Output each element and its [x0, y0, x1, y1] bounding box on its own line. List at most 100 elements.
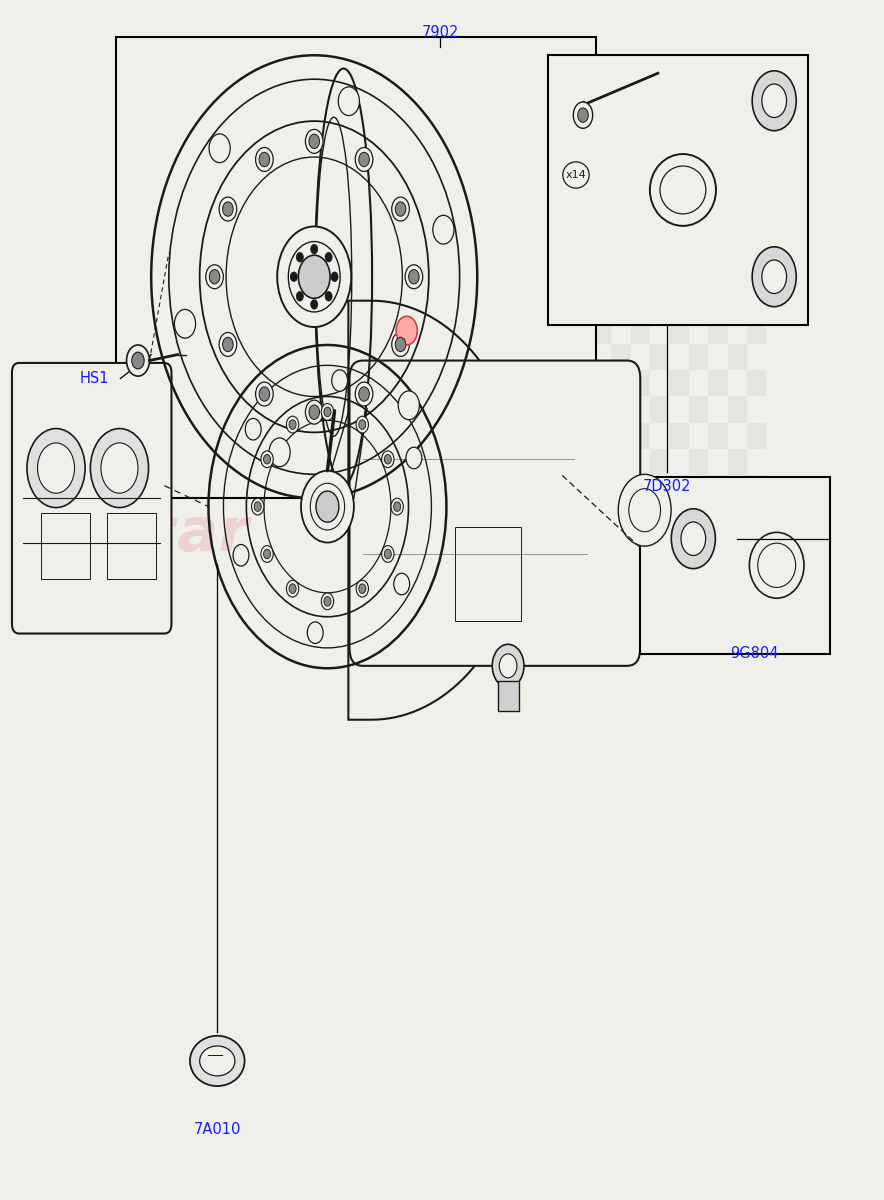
Bar [553, 475, 573, 502]
Bar [747, 449, 766, 475]
Bar [689, 343, 708, 370]
Bar [495, 396, 514, 422]
Bar [495, 449, 514, 475]
Bar [630, 370, 650, 396]
Circle shape [392, 197, 409, 221]
Bar [553, 502, 573, 528]
Circle shape [406, 448, 422, 469]
Circle shape [395, 202, 406, 216]
Circle shape [355, 382, 373, 406]
Circle shape [359, 420, 366, 430]
Circle shape [305, 130, 323, 154]
Circle shape [324, 596, 331, 606]
Bar [728, 502, 747, 528]
Circle shape [252, 498, 264, 515]
Bar [747, 396, 766, 422]
Circle shape [339, 86, 360, 115]
Bar [747, 343, 766, 370]
Text: 7A010: 7A010 [194, 1122, 241, 1136]
Circle shape [578, 108, 588, 122]
Bar [553, 343, 573, 370]
Circle shape [310, 300, 317, 310]
Bar [116, 37, 596, 498]
Bar [669, 475, 689, 502]
Bar [107, 512, 156, 578]
Bar [630, 422, 650, 449]
Circle shape [308, 622, 324, 643]
Circle shape [398, 391, 419, 420]
Circle shape [289, 420, 296, 430]
Text: 7D302: 7D302 [643, 479, 691, 493]
Circle shape [396, 317, 417, 344]
Circle shape [316, 491, 339, 522]
Text: scuderia: scuderia [120, 415, 534, 498]
Bar [455, 527, 522, 620]
Bar [534, 318, 553, 343]
Bar [534, 396, 553, 422]
Bar [611, 475, 630, 502]
Bar [650, 370, 669, 396]
Bar [591, 449, 611, 475]
Circle shape [278, 227, 351, 328]
Bar [553, 318, 573, 343]
Circle shape [223, 202, 233, 216]
Bar [553, 422, 573, 449]
Circle shape [762, 260, 787, 294]
Bar [747, 292, 766, 318]
Circle shape [332, 370, 347, 391]
Bar [591, 370, 611, 396]
Bar [640, 476, 830, 654]
Bar [650, 265, 669, 292]
Circle shape [309, 404, 319, 419]
Circle shape [492, 644, 524, 688]
Text: car: car [141, 505, 249, 564]
Circle shape [259, 152, 270, 167]
Bar [630, 475, 650, 502]
Circle shape [310, 245, 317, 254]
Bar [591, 292, 611, 318]
Circle shape [219, 332, 237, 356]
Circle shape [359, 152, 370, 167]
Bar [553, 449, 573, 475]
Circle shape [499, 654, 517, 678]
Bar [611, 396, 630, 422]
Bar [573, 449, 591, 475]
Bar [573, 292, 591, 318]
Bar [548, 55, 808, 325]
Bar [611, 265, 630, 292]
Bar [591, 502, 611, 528]
Bar [573, 502, 591, 528]
Bar [669, 343, 689, 370]
Bar [573, 318, 591, 343]
Bar [650, 475, 669, 502]
Bar [495, 343, 514, 370]
Bar [747, 475, 766, 502]
Circle shape [174, 310, 195, 338]
Bar [553, 292, 573, 318]
Circle shape [219, 197, 237, 221]
Circle shape [392, 332, 409, 356]
Bar [689, 318, 708, 343]
Circle shape [37, 443, 74, 493]
Bar [591, 265, 611, 292]
Bar [689, 475, 708, 502]
Circle shape [261, 546, 273, 563]
Bar [669, 449, 689, 475]
Bar [611, 292, 630, 318]
Bar [534, 343, 553, 370]
Circle shape [433, 215, 454, 244]
Bar [708, 265, 728, 292]
Circle shape [359, 584, 366, 594]
Circle shape [210, 270, 220, 284]
Bar [669, 502, 689, 528]
Circle shape [263, 455, 271, 464]
Bar [534, 502, 553, 528]
Bar [573, 265, 591, 292]
Bar [498, 682, 519, 712]
Bar [728, 292, 747, 318]
Bar [630, 396, 650, 422]
Bar [728, 449, 747, 475]
Bar [747, 318, 766, 343]
Circle shape [408, 270, 419, 284]
Circle shape [395, 337, 406, 352]
